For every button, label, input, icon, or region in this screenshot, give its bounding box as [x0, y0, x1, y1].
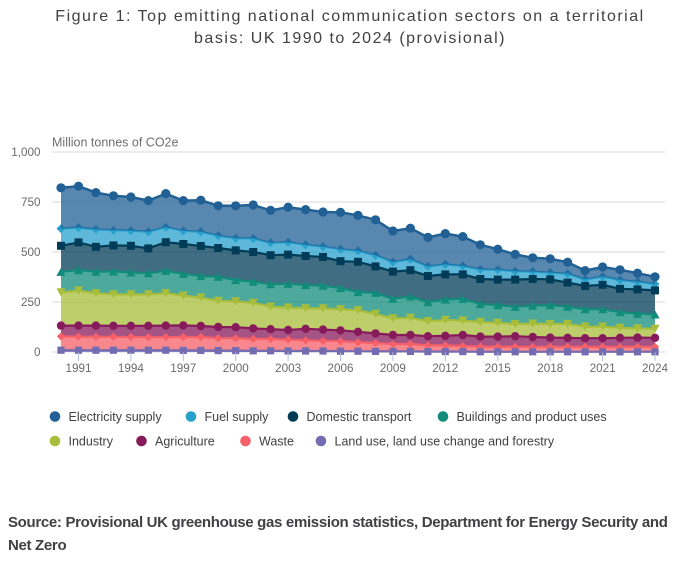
svg-text:basis: UK 1990 to 2024 (provis: basis: UK 1990 to 2024 (provisional) [194, 30, 506, 47]
svg-text:Waste: Waste [259, 435, 294, 449]
svg-text:Net Zero: Net Zero [8, 537, 66, 554]
svg-text:1997: 1997 [170, 362, 196, 375]
svg-text:Million tonnes of CO2e: Million tonnes of CO2e [52, 136, 179, 150]
svg-text:2000: 2000 [223, 362, 250, 375]
svg-text:Domestic transport: Domestic transport [307, 410, 412, 424]
svg-text:250: 250 [21, 296, 41, 309]
svg-text:2012: 2012 [432, 362, 458, 375]
svg-text:1,000: 1,000 [11, 146, 41, 159]
svg-text:2009: 2009 [380, 362, 406, 375]
svg-text:Industry: Industry [69, 435, 114, 449]
svg-text:1994: 1994 [118, 362, 145, 375]
svg-text:Fuel supply: Fuel supply [205, 410, 270, 424]
svg-text:750: 750 [21, 196, 41, 209]
svg-text:Source: Provisional UK greenho: Source: Provisional UK greenhouse gas em… [8, 514, 668, 531]
svg-text:Electricity supply: Electricity supply [69, 410, 163, 424]
svg-text:2024: 2024 [642, 362, 669, 375]
svg-text:Figure 1: Top emitting nationa: Figure 1: Top emitting national communic… [55, 8, 644, 25]
svg-text:1991: 1991 [65, 362, 91, 375]
svg-text:Land use, land use change and: Land use, land use change and forestry [335, 435, 555, 449]
svg-text:2015: 2015 [485, 362, 512, 375]
svg-text:2006: 2006 [327, 362, 353, 375]
svg-text:0: 0 [34, 346, 41, 359]
svg-text:Buildings and product uses: Buildings and product uses [457, 410, 607, 424]
svg-text:500: 500 [21, 246, 41, 259]
svg-text:2003: 2003 [275, 362, 301, 375]
svg-text:Agriculture: Agriculture [155, 435, 215, 449]
svg-text:2018: 2018 [537, 362, 563, 375]
svg-text:2021: 2021 [590, 362, 616, 375]
